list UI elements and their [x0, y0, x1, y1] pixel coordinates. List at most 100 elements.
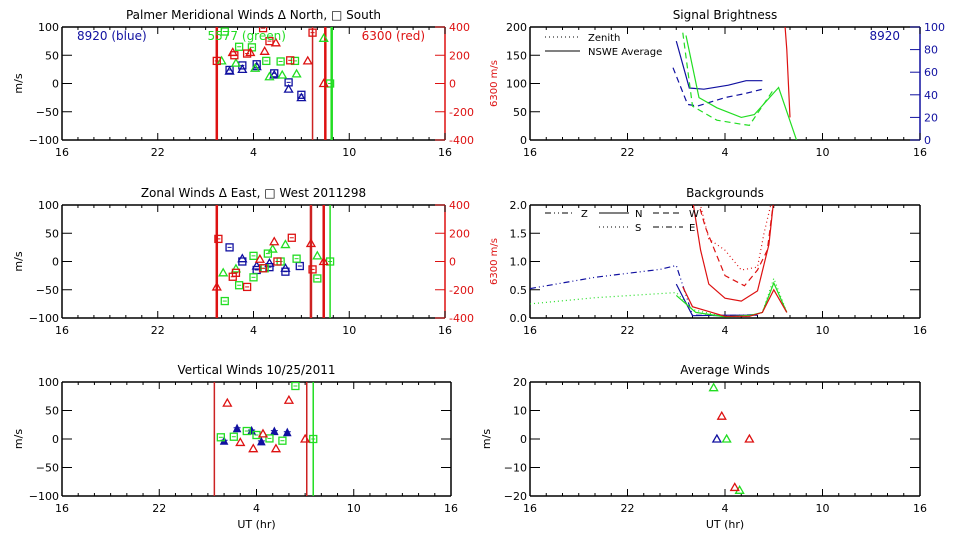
- x-tick-label: 10: [342, 324, 356, 337]
- legend-label: Z: [581, 209, 588, 220]
- y2-tick-label: 0: [449, 78, 456, 91]
- y2-tick-label: 200: [449, 49, 470, 62]
- y-tick-label: 1.0: [510, 256, 528, 269]
- data-point-star: [257, 436, 266, 446]
- plot-area: [530, 205, 788, 318]
- chart-title: Average Winds: [680, 363, 770, 377]
- y-tick-label: 50: [45, 227, 59, 240]
- data-point-square: [225, 65, 234, 75]
- data-point-triangle: [296, 92, 307, 102]
- chart-title: Palmer Meridional Winds Δ North, □ South: [126, 8, 381, 22]
- x-tick-label: 4: [250, 146, 257, 159]
- data-point-square: [220, 27, 229, 36]
- series-line: [530, 276, 788, 318]
- y2-tick-label: 60: [924, 66, 938, 79]
- data-point-square: [242, 426, 251, 436]
- data-point-triangle: [300, 433, 311, 443]
- x-tick-label: 16: [444, 502, 458, 515]
- chart-title: Backgrounds: [686, 186, 764, 200]
- data-point-star: [232, 423, 242, 433]
- y-tick-label: 0: [52, 78, 59, 91]
- series-line: [672, 67, 763, 107]
- data-point-triangle: [721, 433, 732, 443]
- x-tick-label: 22: [151, 324, 165, 337]
- series-line: [682, 32, 775, 126]
- data-point-triangle: [716, 410, 727, 420]
- y-tick-label: 100: [38, 376, 59, 389]
- annotation-label: 5577 (green): [208, 29, 286, 43]
- data-point-square: [309, 434, 318, 444]
- data-point-triangle: [734, 484, 745, 494]
- x-tick-label: 16: [913, 324, 927, 337]
- chart-title: Vertical Winds 10/25/2011: [177, 363, 335, 377]
- data-point-square: [308, 28, 317, 37]
- x-tick-label: 22: [152, 502, 166, 515]
- x-tick-label: 16: [523, 146, 537, 159]
- x-tick-label: 4: [722, 324, 729, 337]
- x-tick-label: 16: [438, 146, 452, 159]
- data-point-square: [291, 382, 300, 391]
- legend-label: N: [635, 209, 642, 220]
- series-line: [682, 286, 788, 317]
- data-point-square: [249, 251, 258, 261]
- data-point-triangle: [222, 397, 233, 407]
- y-tick-label: 200: [506, 21, 527, 34]
- series-line: [692, 205, 774, 302]
- y-axis-label: m/s: [12, 251, 25, 271]
- data-point-triangle: [257, 428, 269, 438]
- y2-tick-label: 0: [449, 256, 456, 269]
- data-point-triangle: [318, 78, 329, 88]
- y-tick-label: 150: [506, 49, 527, 62]
- data-point-triangle: [708, 382, 719, 392]
- data-point-triangle: [729, 482, 740, 492]
- x-tick-label: 4: [250, 324, 257, 337]
- annotation-label: 6300 (red): [362, 29, 425, 43]
- data-point-triangle: [318, 32, 329, 42]
- y-tick-label: 50: [45, 49, 59, 62]
- y-tick-label: 1.5: [510, 227, 528, 240]
- data-point-square: [287, 233, 296, 242]
- data-point-square: [238, 257, 247, 266]
- chart-title: Signal Brightness: [673, 8, 778, 22]
- data-point-square: [216, 433, 225, 442]
- data-point-triangle: [249, 62, 261, 72]
- data-point-triangle: [744, 433, 755, 443]
- data-point-square: [234, 281, 244, 290]
- y-tick-label: 50: [45, 405, 59, 418]
- data-point-square: [297, 90, 306, 99]
- data-point-triangle: [270, 443, 282, 453]
- y2-tick-label: 40: [924, 89, 938, 102]
- plot-area: [212, 27, 335, 140]
- data-point-square: [308, 265, 317, 274]
- chart-title: Zonal Winds Δ East, □ West 2011298: [141, 186, 366, 200]
- y2-tick-label: 20: [924, 111, 938, 124]
- legend-label: NSWE Average: [588, 47, 662, 58]
- y2-axis-label: 6300 m/s: [489, 238, 500, 285]
- data-point-square: [313, 274, 322, 283]
- data-point-square: [231, 268, 241, 277]
- legend-label: Zenith: [588, 33, 620, 44]
- data-point-square: [263, 249, 273, 258]
- x-tick-label: 22: [621, 324, 635, 337]
- data-point-star: [270, 426, 279, 436]
- y-tick-label: 50: [513, 106, 527, 119]
- y2-tick-label: -400: [449, 312, 474, 325]
- data-point-square: [258, 27, 268, 33]
- y2-axis-label: 6300 m/s: [489, 60, 500, 107]
- annotation-label: 8920: [869, 29, 900, 43]
- y2-tick-label: 80: [924, 44, 938, 57]
- y-axis-label: m/s: [12, 73, 25, 93]
- x-tick-label: 10: [816, 502, 830, 515]
- data-point-triangle: [218, 267, 229, 277]
- legend-label: S: [635, 223, 641, 234]
- data-point-square: [212, 56, 221, 66]
- y2-tick-label: 400: [449, 199, 470, 212]
- data-point-triangle: [269, 236, 280, 246]
- y-tick-label: 0.0: [510, 312, 528, 325]
- y-tick-label: −50: [36, 106, 59, 119]
- x-tick-label: 10: [816, 146, 830, 159]
- data-point-square: [249, 273, 258, 282]
- y2-tick-label: 0: [924, 134, 931, 147]
